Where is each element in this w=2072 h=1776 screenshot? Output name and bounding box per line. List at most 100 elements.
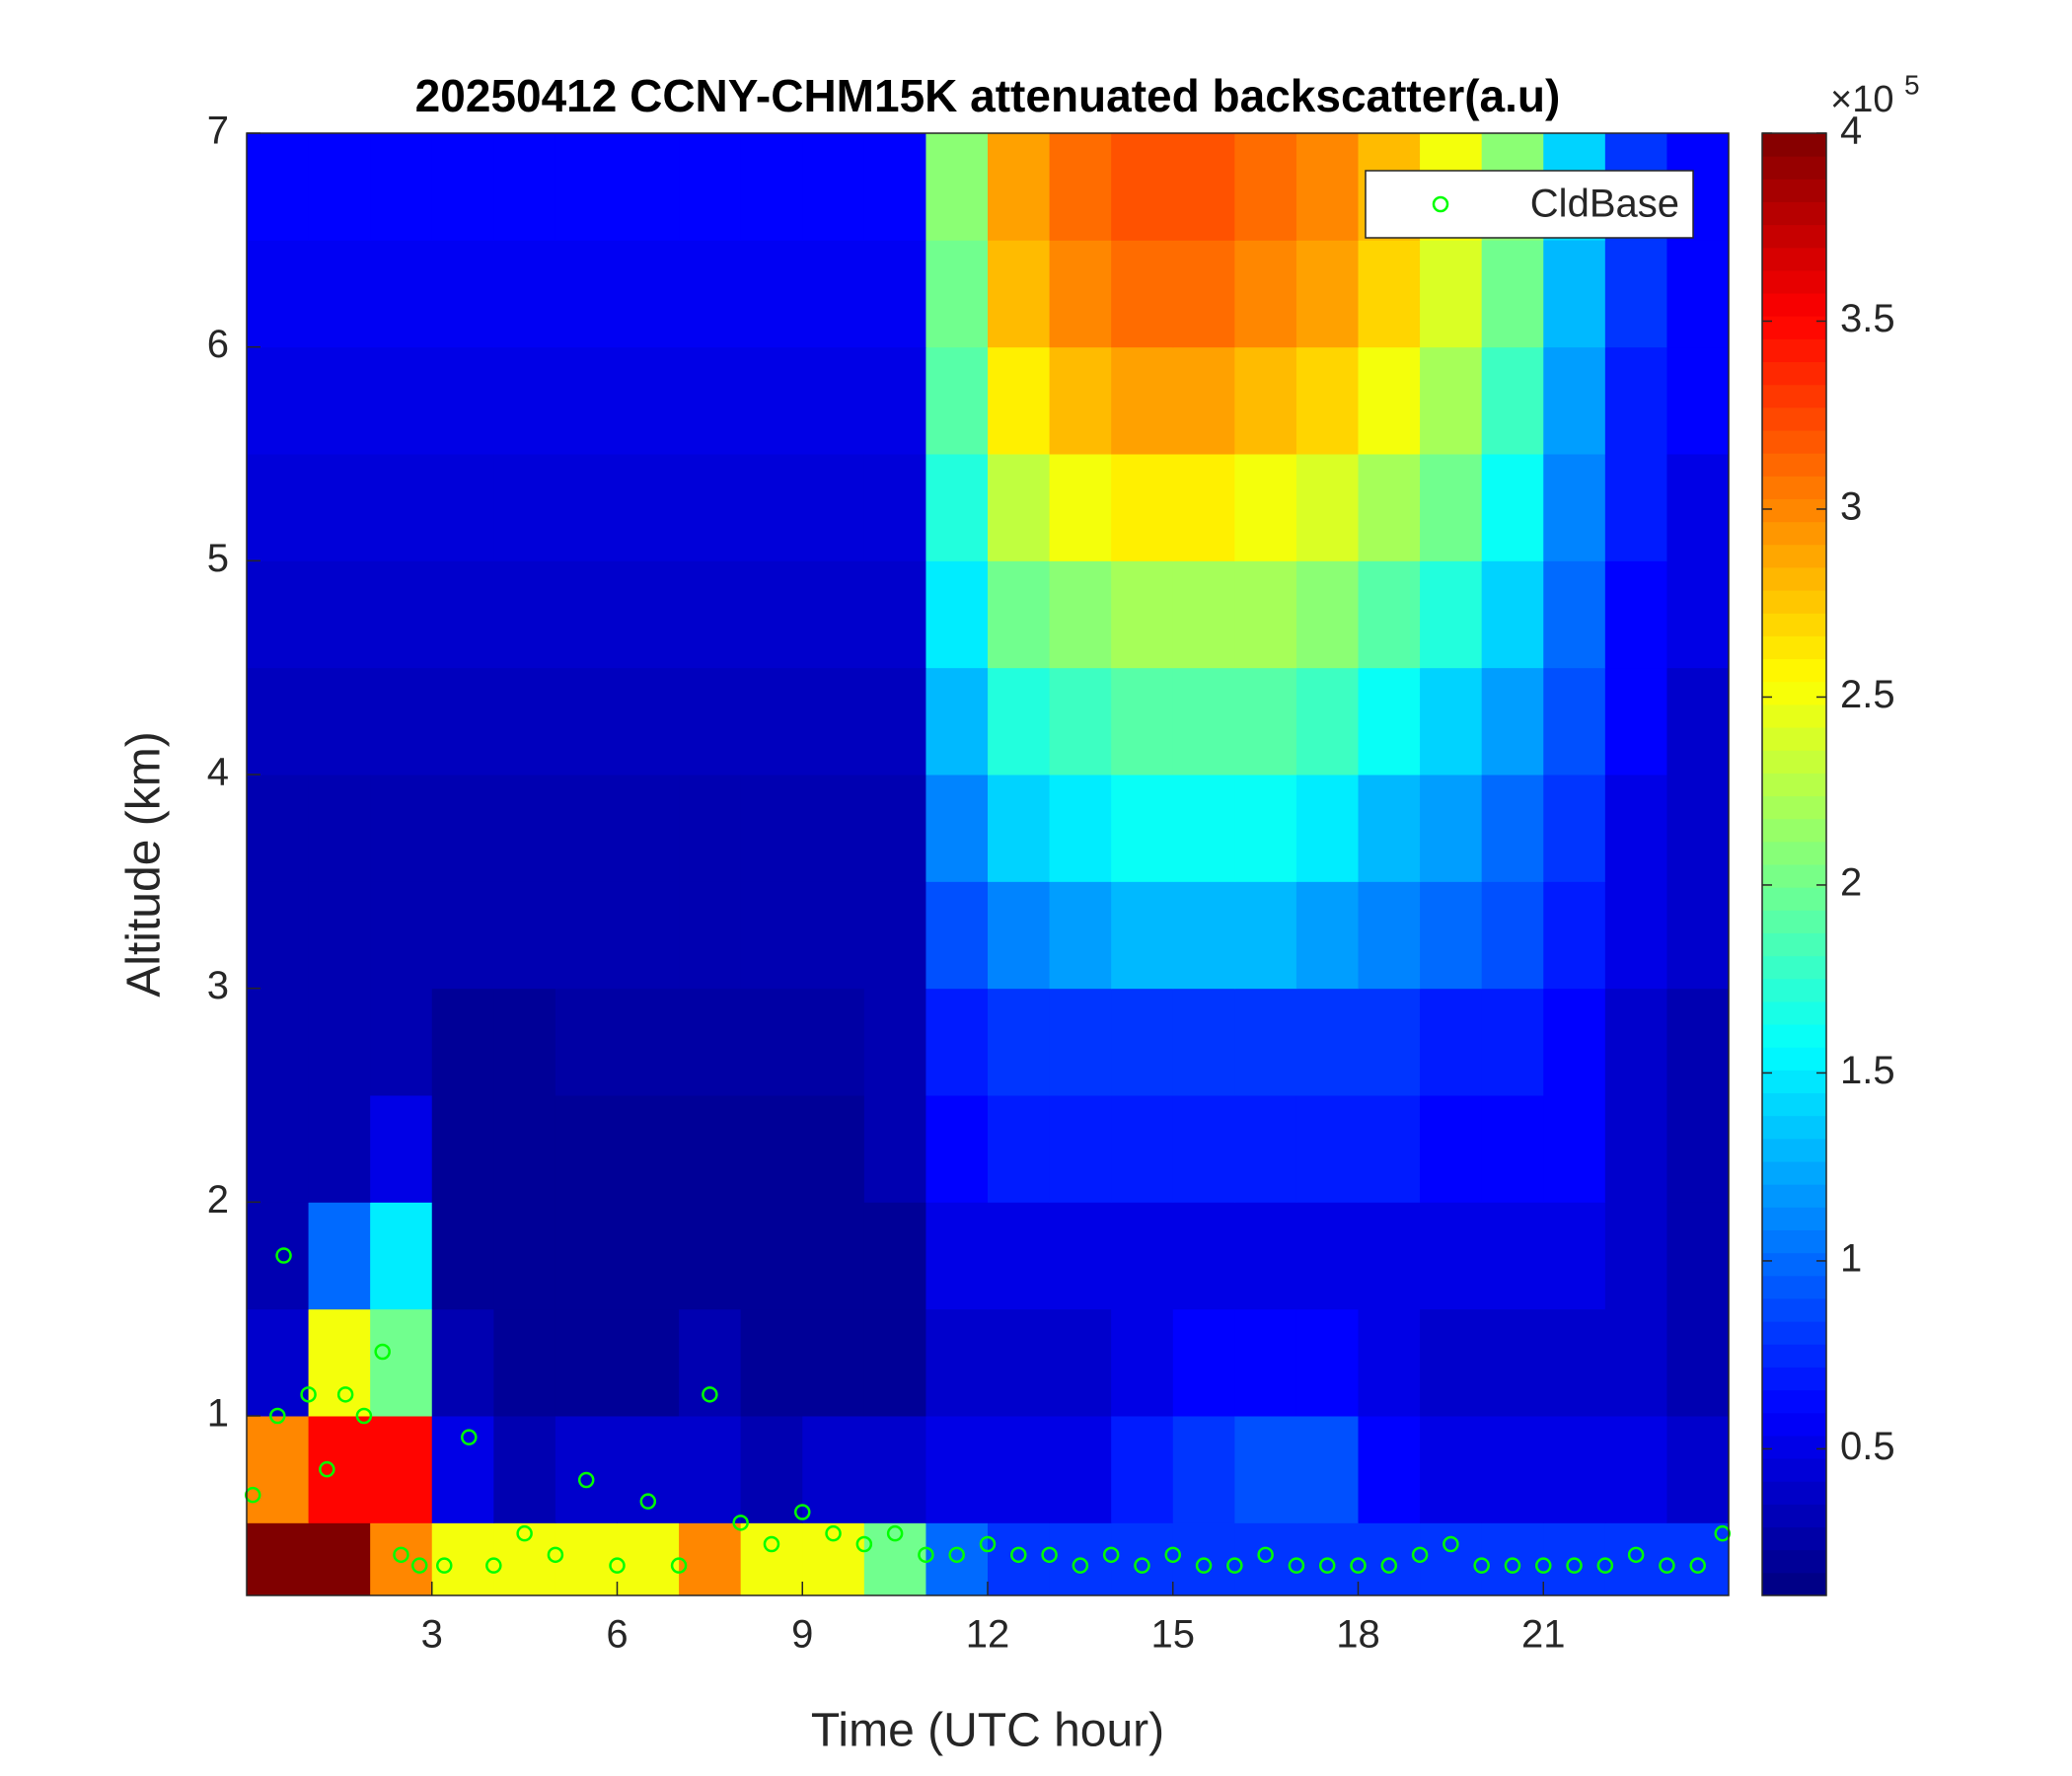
heatmap-cell xyxy=(370,1308,433,1417)
cloud-base-point xyxy=(948,1546,965,1564)
heatmap-cell xyxy=(1481,560,1544,669)
heatmap-cell xyxy=(493,133,556,241)
x-tick-label: 9 xyxy=(791,1613,813,1657)
cloud-base-point xyxy=(1318,1557,1336,1574)
heatmap-cell xyxy=(1295,560,1359,669)
heatmap-cell xyxy=(1172,1416,1235,1523)
colorbar-step xyxy=(1762,1275,1826,1299)
heatmap-cell xyxy=(247,133,310,241)
heatmap-cell xyxy=(1420,1416,1483,1523)
heatmap-cell xyxy=(1666,240,1730,348)
colorbar-step xyxy=(1762,430,1826,454)
x-axis-label: Time (UTC hour) xyxy=(811,1705,1164,1757)
heatmap-cell xyxy=(370,775,433,882)
heatmap-cell xyxy=(1172,346,1235,455)
heatmap-cell xyxy=(1111,240,1174,348)
heatmap-cell xyxy=(988,667,1051,776)
cloud-base-point xyxy=(1443,1535,1459,1553)
cloud-base-point xyxy=(763,1535,780,1553)
heatmap-cell xyxy=(802,775,865,882)
heatmap-cell xyxy=(370,240,433,348)
cloud-base-point xyxy=(336,1386,354,1403)
heatmap-cell xyxy=(247,988,310,1096)
heatmap-cell xyxy=(1049,1202,1112,1310)
heatmap-cell xyxy=(863,1416,926,1523)
heatmap-cell xyxy=(925,1095,989,1203)
heatmap-cell xyxy=(493,1308,556,1417)
heatmap-cell xyxy=(493,454,556,561)
heatmap-cell xyxy=(493,1416,556,1523)
colorbar-step xyxy=(1762,293,1826,317)
heatmap-cell xyxy=(308,560,371,669)
heatmap-cell xyxy=(1543,1308,1606,1417)
heatmap-cell xyxy=(1234,881,1297,990)
heatmap-cell xyxy=(1234,1416,1297,1523)
heatmap-cell xyxy=(679,1095,742,1203)
heatmap-cell xyxy=(925,133,989,241)
heatmap-cell xyxy=(617,988,680,1096)
heatmap-cell xyxy=(1234,560,1297,669)
heatmap-cell xyxy=(925,1308,989,1417)
heatmap-cell xyxy=(1420,1202,1483,1310)
cloud-base-point xyxy=(1102,1546,1120,1564)
heatmap-cell xyxy=(493,775,556,882)
heatmap-cell xyxy=(555,881,618,990)
colorbar-step xyxy=(1762,1297,1826,1322)
heatmap-cell xyxy=(1604,988,1667,1096)
heatmap-cell xyxy=(308,775,371,882)
colorbar-step xyxy=(1762,1344,1826,1368)
heatmap-cell xyxy=(802,454,865,561)
heatmap-cell xyxy=(1111,775,1174,882)
cloud-base-point xyxy=(355,1407,373,1425)
heatmap-cell xyxy=(370,1416,433,1523)
heatmap-cell xyxy=(1172,454,1235,561)
heatmap-cell xyxy=(1604,1308,1667,1417)
heatmap-cell xyxy=(1295,240,1359,348)
heatmap-cell xyxy=(617,560,680,669)
heatmap-cell xyxy=(1358,1202,1421,1310)
heatmap-cell xyxy=(802,988,865,1096)
cloud-base-point xyxy=(1134,1557,1150,1574)
y-tick-label: 2 xyxy=(207,1178,229,1221)
heatmap-cell xyxy=(1420,881,1483,990)
legend-marker xyxy=(1432,195,1449,213)
heatmap-cell xyxy=(802,1308,865,1417)
heatmap-cell xyxy=(1666,1416,1730,1523)
heatmap-cell xyxy=(1666,1095,1730,1203)
heatmap-cell xyxy=(493,346,556,455)
cloud-base-point xyxy=(1566,1557,1583,1574)
colorbar-tick-label: 2 xyxy=(1840,861,1862,905)
heatmap-cell xyxy=(308,1095,371,1203)
heatmap-cell xyxy=(1420,667,1483,776)
heatmap-cell xyxy=(1172,240,1235,348)
heatmap-cell xyxy=(431,240,494,348)
heatmap-cell xyxy=(988,560,1051,669)
heatmap-cell xyxy=(1420,454,1483,561)
heatmap-cell xyxy=(555,988,618,1096)
heatmap-cell xyxy=(1172,1202,1235,1310)
colorbar-step xyxy=(1762,1092,1826,1117)
colorbar-step xyxy=(1762,590,1826,614)
legend: CldBase xyxy=(1365,170,1694,239)
heatmap-cell xyxy=(1358,775,1421,882)
heatmap-cell xyxy=(925,988,989,1096)
heatmap-cell xyxy=(370,1095,433,1203)
heatmap-cell xyxy=(1543,346,1606,455)
colorbar-step xyxy=(1762,681,1826,705)
heatmap-cell xyxy=(1420,1522,1483,1596)
heatmap-cell xyxy=(555,1308,618,1417)
heatmap-cell xyxy=(1295,1416,1359,1523)
colorbar-step xyxy=(1762,727,1826,751)
heatmap-cell xyxy=(617,1416,680,1523)
heatmap-cell xyxy=(925,1522,989,1596)
heatmap-cell xyxy=(370,667,433,776)
heatmap-cell xyxy=(1666,775,1730,882)
colorbar-step xyxy=(1762,1504,1826,1528)
heatmap-cell xyxy=(1111,560,1174,669)
heatmap-cell xyxy=(1234,454,1297,561)
heatmap-cell xyxy=(617,1522,680,1596)
cloud-base-point xyxy=(1504,1557,1521,1574)
heatmap-cell xyxy=(988,346,1051,455)
heatmap-cell xyxy=(925,1202,989,1310)
heatmap-cell xyxy=(247,454,310,561)
